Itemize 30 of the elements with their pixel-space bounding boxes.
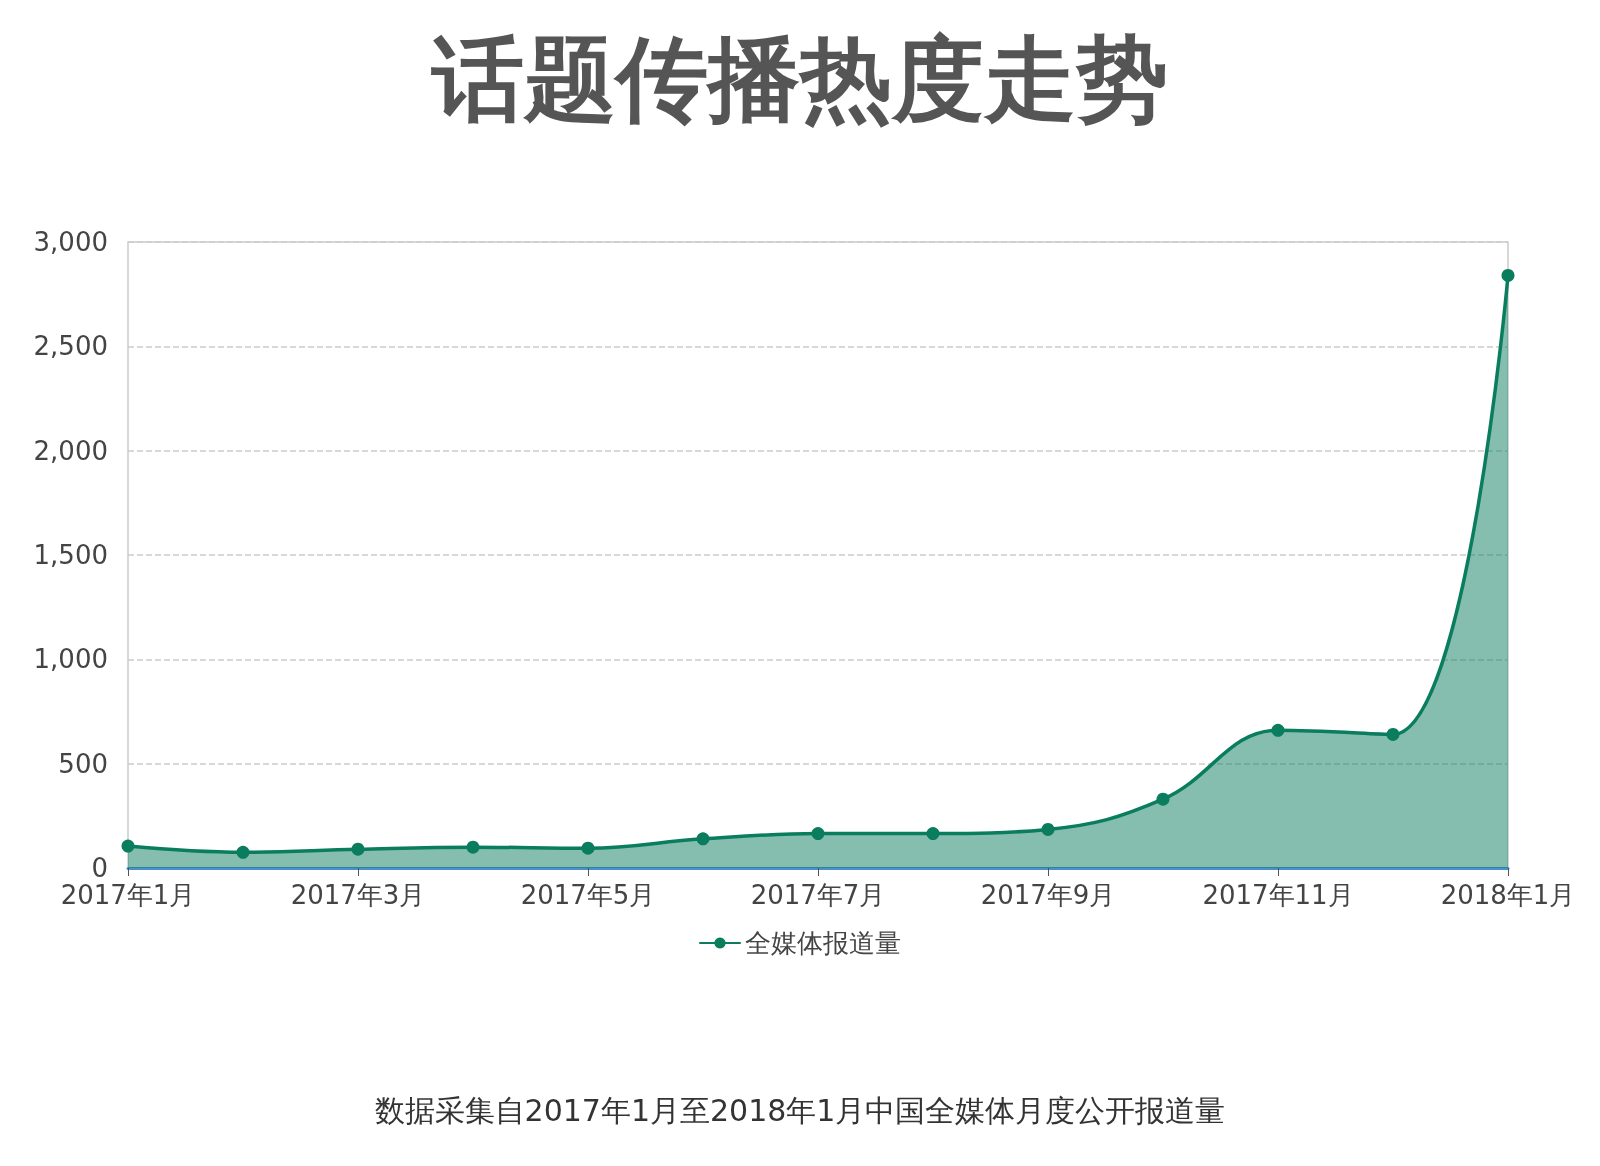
x-tick-label: 2017年5月 [520, 880, 656, 910]
x-tick-label: 2017年9月 [980, 880, 1116, 910]
point [1041, 822, 1055, 836]
y-tick-label: 1,000 [33, 644, 108, 675]
point [581, 841, 595, 855]
point [466, 840, 480, 854]
y-tick-label: 3,000 [33, 227, 108, 257]
point [926, 827, 940, 841]
y-tick-label: 2,000 [33, 435, 108, 466]
point [1501, 268, 1515, 282]
y-tick-label: 1,500 [33, 540, 108, 570]
point [696, 832, 710, 846]
y-tick-label: 500 [58, 748, 108, 779]
point [1156, 792, 1170, 806]
x-tick-label: 2018年1月 [1440, 880, 1576, 910]
x-tick-label: 2017年7月 [750, 880, 886, 910]
point [1386, 727, 1400, 741]
point [121, 839, 135, 853]
y-tick-label: 0 [91, 853, 108, 883]
point [351, 842, 365, 856]
x-tick-label: 2017年1月 [60, 880, 196, 910]
chart-title: 话题传播热度走势 [430, 25, 1168, 133]
legend-label: 全媒体报道量 [745, 928, 901, 958]
text: 数据采集自2017年1月至2018年1月中国全媒体月度公开报道量 [374, 1092, 1226, 1128]
point [1271, 723, 1285, 737]
y-tick-label: 2,500 [33, 331, 108, 362]
point [811, 827, 825, 841]
point [236, 845, 250, 859]
x-tick-label: 2017年11月 [1202, 880, 1354, 910]
x-tick-label: 2017年3月 [290, 880, 426, 910]
